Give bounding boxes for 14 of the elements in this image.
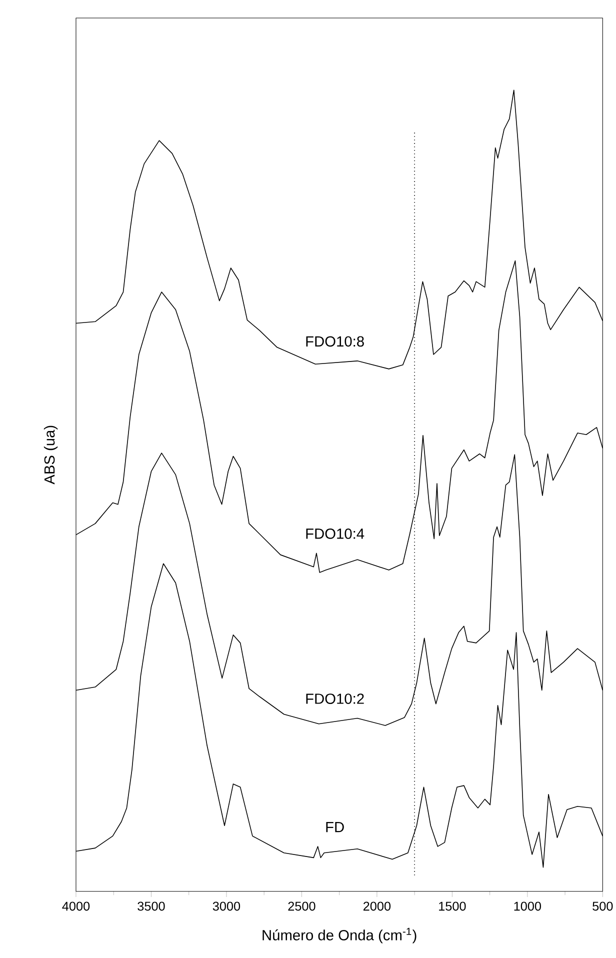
x-tick-label: 3500 [138, 902, 165, 911]
x-tick-label: 500 [592, 902, 613, 911]
series-label: FDO10:2 [306, 694, 364, 704]
x-axis-title: Número de Onda (cm$^{-1}$) [262, 928, 416, 944]
x-tick-label: 3000 [212, 902, 240, 911]
y-axis-title: ABS (ua) [44, 426, 58, 484]
series-label: FDO10:4 [306, 528, 364, 539]
x-tick-label: 1000 [514, 902, 541, 911]
x-tick-label: 4000 [62, 902, 90, 911]
x-tick-label: 1500 [439, 902, 466, 911]
x-tick-label: 2500 [288, 902, 316, 911]
series-label: FDO10:8 [306, 336, 364, 347]
series-label: FD [326, 822, 344, 832]
x-tick-label: 2000 [363, 902, 391, 911]
